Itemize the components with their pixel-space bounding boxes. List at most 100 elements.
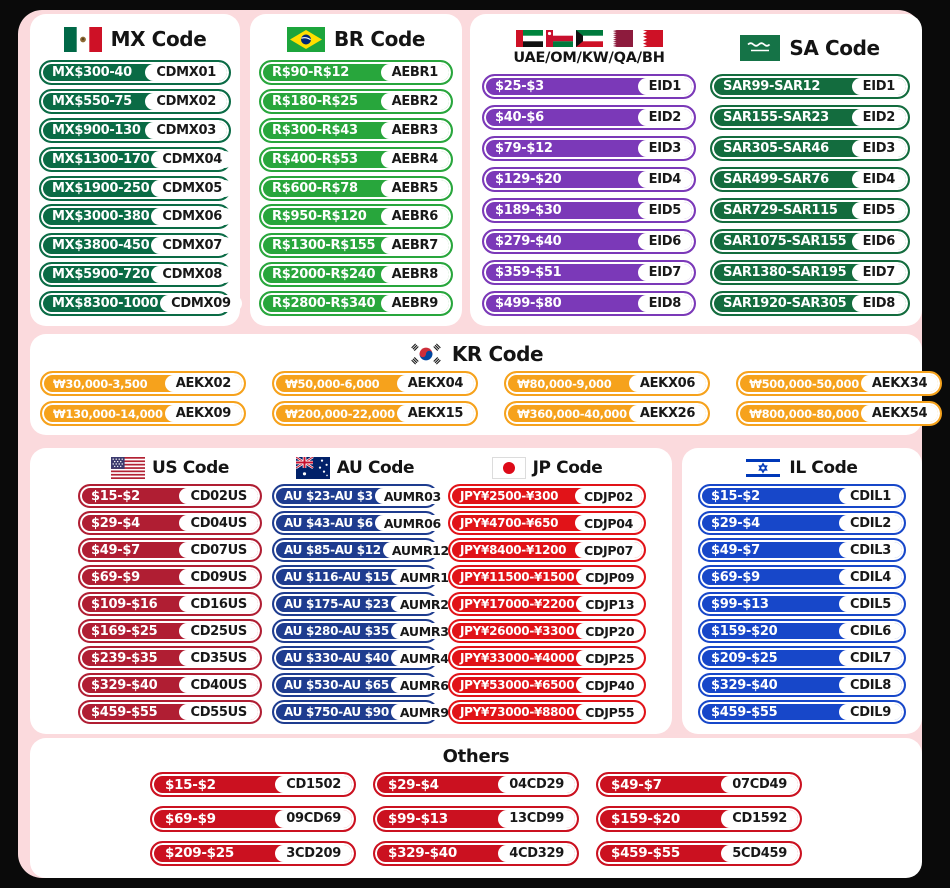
coupon-pill[interactable]: R$400-R$53 AEBR4 [259, 146, 453, 172]
coupon-pill[interactable]: $129-$20 EID4 [482, 167, 696, 192]
coupon-pill[interactable]: $40-$6 EID2 [482, 105, 696, 130]
coupon-pill[interactable]: $279-$40 EID6 [482, 229, 696, 254]
coupon-pill[interactable]: SAR1380-SAR195 EID7 [710, 260, 910, 285]
coupon-pill[interactable]: SAR305-SAR46 EID3 [710, 136, 910, 161]
coupon-range: $279-$40 [495, 234, 562, 249]
coupon-pill[interactable]: R$300-R$43 AEBR3 [259, 117, 453, 143]
coupon-pill[interactable]: AU $23-AU $3 AUMR03 [272, 484, 450, 508]
coupon-pill[interactable]: $459-$55 CD55US [78, 700, 262, 724]
coupon-range: $459-$55 [91, 704, 158, 720]
coupon-pill[interactable]: JPY¥11500-¥1500 CDJP09 [448, 565, 646, 589]
coupon-pill[interactable]: MX$5900-720 CDMX08 [39, 262, 234, 288]
coupon-pill[interactable]: ₩80,000-9,000 AEKX06 [504, 371, 711, 396]
coupon-pill[interactable]: R$2000-R$240 AEBR8 [259, 262, 453, 288]
coupon-pill[interactable]: MX$550-75 CDMX02 [39, 88, 231, 114]
coupon-pill[interactable]: $189-$30 EID5 [482, 198, 696, 223]
coupon-pill[interactable]: $159-$20 CD1592 [596, 806, 802, 832]
coupon-pill[interactable]: $29-$4 04CD29 [373, 772, 579, 798]
coupon-code: CDIL8 [839, 677, 902, 693]
coupon-pill[interactable]: $69-$9 CD09US [78, 565, 262, 589]
coupon-pill[interactable]: AU $330-AU $40 AUMR40 [272, 646, 467, 670]
coupon-pill[interactable]: R$950-R$120 AEBR6 [259, 204, 453, 230]
coupon-pill[interactable]: $329-$40 CD40US [78, 673, 262, 697]
coupon-pill[interactable]: R$1300-R$155 AEBR7 [259, 233, 453, 259]
coupon-code: CDJP02 [575, 488, 642, 504]
coupon-pill[interactable]: $499-$80 EID8 [482, 291, 696, 316]
coupon-pill[interactable]: $239-$35 CD35US [78, 646, 262, 670]
coupon-pill[interactable]: AU $85-AU $12 AUMR12 [272, 538, 458, 562]
coupon-pill[interactable]: $169-$25 CD25US [78, 619, 262, 643]
coupon-pill[interactable]: ₩800,000-80,000 AEKX54 [736, 401, 943, 426]
coupon-pill[interactable]: R$90-R$12 AEBR1 [259, 60, 453, 85]
coupon-pill[interactable]: SAR1075-SAR155 EID6 [710, 229, 910, 254]
coupon-pill[interactable]: AU $175-AU $23 AUMR23 [272, 592, 467, 616]
coupon-pill[interactable]: MX$300-40 CDMX01 [39, 60, 231, 85]
coupon-pill[interactable]: $29-$4 CD04US [78, 511, 262, 535]
coupon-pill[interactable]: $459-$55 CDIL9 [698, 700, 906, 724]
coupon-pill[interactable]: $49-$7 CD07US [78, 538, 262, 562]
coupon-pill[interactable]: $69-$9 CDIL4 [698, 565, 906, 589]
coupon-code: EID3 [851, 140, 906, 157]
coupon-pill[interactable]: MX$3800-450 CDMX07 [39, 233, 234, 259]
coupon-pill[interactable]: JPY¥17000-¥2200 CDJP13 [448, 592, 646, 616]
coupon-pill[interactable]: SAR99-SAR12 EID1 [710, 74, 910, 99]
coupon-pill[interactable]: $15-$2 CD1502 [150, 772, 356, 798]
coupon-range: ₩800,000-80,000 [749, 406, 859, 421]
mx-code-card: MX Code MX$300-40 CDMX01 MX$550-75 CDMX0… [30, 14, 242, 326]
coupon-pill[interactable]: R$180-R$25 AEBR2 [259, 88, 453, 114]
coupon-pill[interactable]: ₩500,000-50,000 AEKX34 [736, 371, 943, 396]
coupon-pill[interactable]: ₩50,000-6,000 AEKX04 [272, 371, 479, 396]
coupon-pill[interactable]: AU $530-AU $65 AUMR65 [272, 673, 467, 697]
coupon-pill[interactable]: $159-$20 CDIL6 [698, 619, 906, 643]
coupon-pill[interactable]: JPY¥2500-¥300 CDJP02 [448, 484, 646, 508]
coupon-pill[interactable]: ₩200,000-22,000 AEKX15 [272, 401, 479, 426]
coupon-code: CDJP40 [576, 677, 644, 693]
coupon-pill[interactable]: $69-$9 09CD69 [150, 806, 356, 832]
coupon-pill[interactable]: JPY¥4700-¥650 CDJP04 [448, 511, 646, 535]
coupon-pill[interactable]: AU $750-AU $90 AUMR90 [272, 700, 467, 724]
coupon-pill[interactable]: MX$1900-250 CDMX05 [39, 175, 234, 201]
coupon-pill[interactable]: AU $43-AU $6 AUMR06 [272, 511, 450, 535]
coupon-pill[interactable]: MX$3000-380 CDMX06 [39, 204, 234, 230]
coupon-code: EID1 [851, 78, 906, 95]
coupon-pill[interactable]: SAR1920-SAR305 EID8 [710, 291, 910, 316]
coupon-pill[interactable]: $29-$4 CDIL2 [698, 511, 906, 535]
coupon-pill[interactable]: R$2800-R$340 AEBR9 [259, 291, 453, 316]
coupon-pill[interactable]: AU $280-AU $35 AUMR35 [272, 619, 467, 643]
coupon-pill[interactable]: $49-$7 CDIL3 [698, 538, 906, 562]
coupon-range: $499-$80 [495, 296, 562, 311]
coupon-pill[interactable]: $209-$25 3CD209 [150, 840, 356, 866]
coupon-pill[interactable]: JPY¥26000-¥3300 CDJP20 [448, 619, 646, 643]
coupon-pill[interactable]: $25-$3 EID1 [482, 74, 696, 99]
coupon-pill[interactable]: SAR499-SAR76 EID4 [710, 167, 910, 192]
coupon-pill[interactable]: JPY¥73000-¥8800 CDJP55 [448, 700, 646, 724]
coupon-range: $239-$35 [91, 650, 158, 666]
coupon-pill[interactable]: $15-$2 CD02US [78, 484, 262, 508]
coupon-pill[interactable]: $99-$13 CDIL5 [698, 592, 906, 616]
coupon-pill[interactable]: SAR155-SAR23 EID2 [710, 105, 910, 130]
coupon-pill[interactable]: $329-$40 CDIL8 [698, 673, 906, 697]
coupon-pill[interactable]: $329-$40 4CD329 [373, 840, 579, 866]
coupon-pill[interactable]: MX$900-130 CDMX03 [39, 117, 231, 143]
coupon-code: CDMX02 [145, 92, 227, 110]
coupon-pill[interactable]: $109-$16 CD16US [78, 592, 262, 616]
coupon-pill[interactable]: $99-$13 13CD99 [373, 806, 579, 832]
coupon-pill[interactable]: $79-$12 EID3 [482, 136, 696, 161]
coupon-pill[interactable]: JPY¥8400-¥1200 CDJP07 [448, 538, 646, 562]
coupon-pill[interactable]: $459-$55 5CD459 [596, 840, 802, 866]
coupon-pill[interactable]: ₩130,000-14,000 AEKX09 [40, 401, 247, 426]
coupon-pill[interactable]: MX$8300-1000 CDMX09 [39, 291, 242, 316]
coupon-pill[interactable]: $359-$51 EID7 [482, 260, 696, 285]
coupon-pill[interactable]: $15-$2 CDIL1 [698, 484, 906, 508]
coupon-pill[interactable]: $209-$25 CDIL7 [698, 646, 906, 670]
coupon-pill[interactable]: SAR729-SAR115 EID5 [710, 198, 910, 223]
coupon-pill[interactable]: ₩30,000-3,500 AEKX02 [40, 371, 247, 396]
coupon-pill[interactable]: ₩360,000-40,000 AEKX26 [504, 401, 711, 426]
coupon-pill[interactable]: JPY¥33000-¥4000 CDJP25 [448, 646, 646, 670]
coupon-pill[interactable]: MX$1300-170 CDMX04 [39, 146, 234, 172]
coupon-pill[interactable]: JPY¥53000-¥6500 CDJP40 [448, 673, 646, 697]
coupon-pill[interactable]: AU $116-AU $15 AUMR15 [272, 565, 467, 589]
coupon-pill[interactable]: $49-$7 07CD49 [596, 772, 802, 798]
coupon-range: $99-$13 [388, 810, 448, 827]
coupon-pill[interactable]: R$600-R$78 AEBR5 [259, 175, 453, 201]
